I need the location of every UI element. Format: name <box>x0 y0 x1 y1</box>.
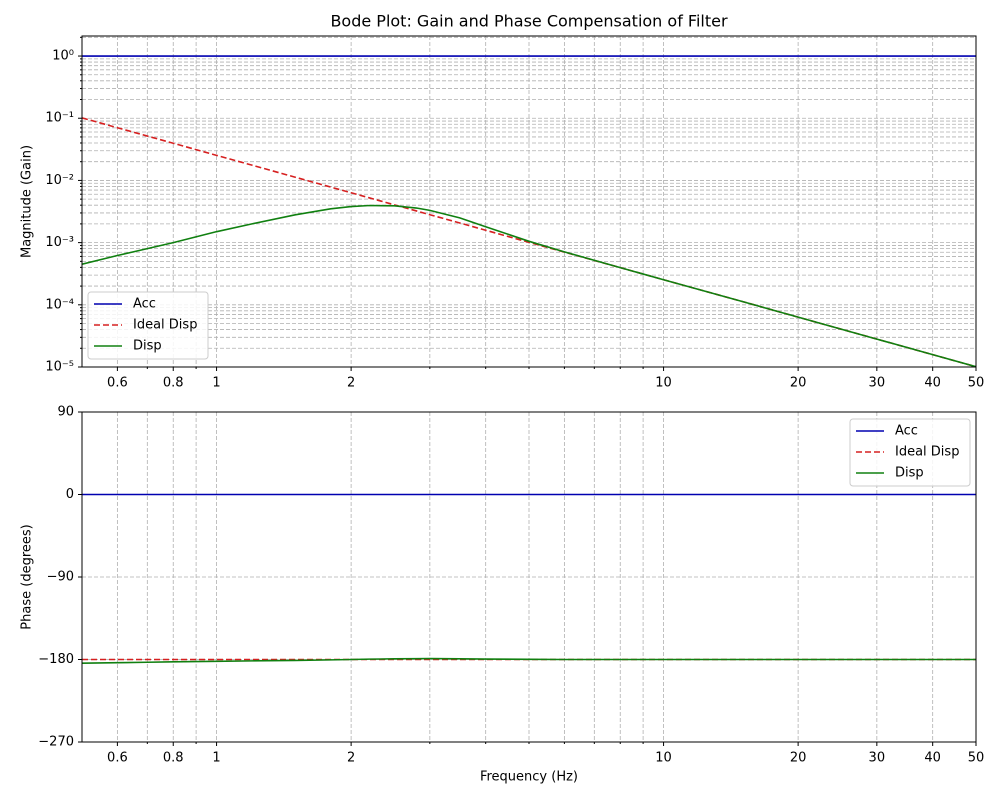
x-tick-label: 20 <box>790 751 807 766</box>
axes-frame <box>81 411 977 743</box>
legend-label: Disp <box>895 466 924 481</box>
y-tick-label: 10⁻¹ <box>45 111 74 126</box>
x-tick-label: 50 <box>968 751 985 766</box>
legend-box <box>87 291 209 360</box>
x-tick-label: 10 <box>655 751 672 766</box>
y-tick-label: 10⁻² <box>45 173 74 188</box>
x-tick-label: 1 <box>212 751 220 766</box>
legend-box <box>849 418 971 487</box>
x-tick-label: 2 <box>347 376 355 391</box>
x-tick-label: 1 <box>212 376 220 391</box>
x-tick-label: 40 <box>924 376 941 391</box>
x-tick-label: 30 <box>869 751 886 766</box>
y-axis-label: Phase (degrees) <box>20 524 35 629</box>
y-tick-label: 90 <box>57 405 74 420</box>
legend-label: Ideal Disp <box>895 445 959 460</box>
y-tick-label: −270 <box>38 735 74 750</box>
chart-title: Bode Plot: Gain and Phase Compensation o… <box>330 12 728 31</box>
x-tick-label: 0.8 <box>163 751 184 766</box>
y-tick-label: 10⁻⁴ <box>45 297 74 312</box>
legend-label: Acc <box>895 424 918 439</box>
x-tick-label: 0.6 <box>107 751 128 766</box>
x-tick-label: 10 <box>655 376 672 391</box>
x-axis-label: Frequency (Hz) <box>480 770 578 785</box>
x-tick-label: 0.8 <box>163 376 184 391</box>
series-line <box>82 657 976 664</box>
series-line <box>82 204 976 367</box>
y-tick-label: −90 <box>47 570 74 585</box>
x-tick-label: 40 <box>924 751 941 766</box>
y-tick-label: 10⁰ <box>52 49 74 64</box>
x-tick-label: 0.6 <box>107 376 128 391</box>
x-tick-label: 30 <box>869 376 886 391</box>
y-tick-label: 10⁻³ <box>45 235 74 250</box>
y-tick-label: 0 <box>66 487 74 502</box>
legend-label: Ideal Disp <box>133 318 197 333</box>
x-tick-label: 50 <box>968 376 985 391</box>
x-tick-label: 20 <box>790 376 807 391</box>
y-tick-label: 10⁻⁵ <box>45 360 74 375</box>
legend-label: Acc <box>133 297 156 312</box>
axes-frame <box>81 35 977 368</box>
y-tick-label: −180 <box>38 652 74 667</box>
legend-label: Disp <box>133 339 162 354</box>
x-tick-label: 2 <box>347 751 355 766</box>
y-axis-label: Magnitude (Gain) <box>20 145 35 258</box>
